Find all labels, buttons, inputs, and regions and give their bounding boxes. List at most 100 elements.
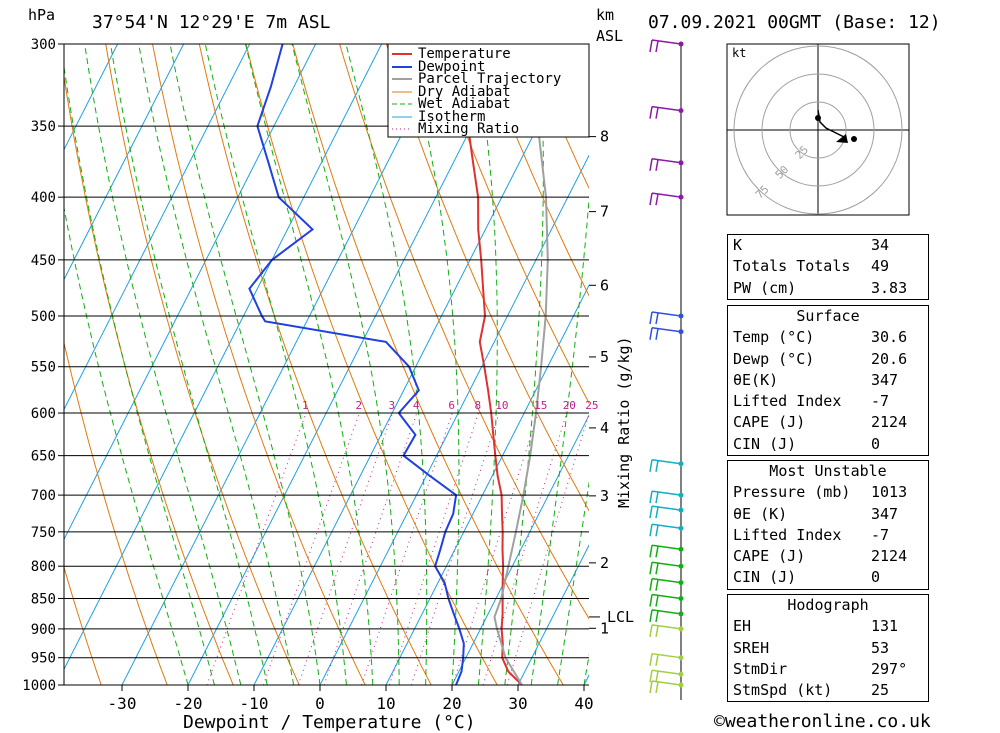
mu-li-label: Lifted Index <box>733 525 842 544</box>
stmdir-label: StmDir <box>733 659 788 678</box>
wind-barb-staff <box>651 459 682 465</box>
eh-label: EH <box>733 617 752 636</box>
wind-barb-flag <box>649 670 653 683</box>
surface-title: Surface <box>796 307 860 325</box>
surface-table: Surface Temp (°C) 30.6 Dewp (°C) 20.6 θE(K… <box>727 305 929 457</box>
x-tick-label: 40 <box>574 694 593 713</box>
wind-barb-staff <box>651 505 682 511</box>
indices-table: K 34 Totals Totals 49 PW (cm) 3.83 <box>727 234 929 300</box>
wind-barb-flag <box>649 193 653 206</box>
pw-label: PW (cm) <box>733 278 797 297</box>
wind-barb-staff <box>651 680 682 686</box>
mixing-ratio-line <box>482 412 568 685</box>
isotherm-line <box>64 44 383 671</box>
pressure-tick-label: 800 <box>31 559 56 575</box>
totals-totals-value: 49 <box>871 257 890 276</box>
wind-barb-flag <box>649 158 653 171</box>
wind-barb-flag <box>649 680 653 694</box>
mu-cape-label: CAPE (J) <box>733 547 806 566</box>
surface-cape-value: 2124 <box>871 413 908 432</box>
lcl-label: LCL <box>607 608 634 626</box>
hodograph-point <box>815 115 821 121</box>
hodograph-unit-label: kt <box>732 46 746 60</box>
wind-barb-flag <box>649 106 653 119</box>
mixing-ratio-label: 8 <box>474 399 481 412</box>
legend: Temperature Dewpoint Parcel Trajectory D… <box>387 43 590 138</box>
mixing-ratio-label: 15 <box>534 399 547 412</box>
pressure-tick-label: 900 <box>31 622 56 638</box>
wind-barb-staff <box>651 652 682 659</box>
surface-theta-label: θE(K) <box>733 370 779 389</box>
pressure-tick-label: 500 <box>31 309 56 325</box>
mixing-ratio-label: 6 <box>448 399 455 412</box>
pressure-tick-label: 450 <box>31 253 56 269</box>
pressure-tick-label: 750 <box>31 525 56 541</box>
km-tick-label: 6 <box>600 276 609 294</box>
mixing-ratio-line <box>506 412 589 685</box>
series-parcel-trajectory <box>493 44 549 685</box>
mixing-ratio-label: 2 <box>355 399 362 412</box>
x-tick-label: 10 <box>376 694 395 713</box>
dry-adiabat-line <box>64 565 102 685</box>
wind-barb-flag <box>649 311 653 325</box>
surface-li-label: Lifted Index <box>733 392 842 411</box>
wind-barb-staff <box>651 326 682 333</box>
hodograph-table: Hodograph EH 131 SREH 53 StmDir 297° StmSpd… <box>727 594 929 703</box>
wind-barb-flag <box>655 460 659 472</box>
pressure-tick-label: 550 <box>31 360 56 376</box>
km-tick-label: 2 <box>600 554 609 572</box>
wind-barb-flag <box>649 594 653 607</box>
location-title: 37°54'N 12°29'E 7m ASL <box>92 12 331 33</box>
wind-barb-flag <box>655 107 659 119</box>
mixing-ratio-axis-title: Mixing Ratio (g/kg) <box>615 336 633 508</box>
km-unit-label: km <box>596 6 614 24</box>
x-tick-label: 30 <box>508 694 527 713</box>
wind-barb-flag <box>649 524 653 537</box>
wind-barb-staff <box>651 577 682 584</box>
mixing-ratio-label: 1 <box>302 399 309 412</box>
wet-adiabat-line <box>110 44 268 685</box>
stmspd-value: 25 <box>871 681 890 700</box>
wind-barb-staff <box>651 609 682 615</box>
hodograph-title: Hodograph <box>787 596 869 614</box>
wind-barb-staff <box>651 561 682 567</box>
x-tick-label: -10 <box>240 694 269 713</box>
wind-barb-flag <box>655 681 659 694</box>
most-unstable-title: Most Unstable <box>769 462 887 480</box>
mixing-ratio-line <box>388 412 479 685</box>
wind-barb-staff <box>651 158 682 164</box>
pw-value: 3.83 <box>871 278 908 297</box>
dry-adiabat-line <box>292 44 564 685</box>
wind-barb-staff <box>651 544 682 551</box>
wet-adiabat-line <box>291 44 400 685</box>
pressure-tick-label: 950 <box>31 651 56 667</box>
pressure-tick-label: 650 <box>31 449 56 465</box>
km-tick-label: 3 <box>600 487 609 505</box>
wind-barb-flag <box>655 506 659 519</box>
surface-temp-label: Temp (°C) <box>733 328 815 347</box>
wind-barb-flag <box>655 525 659 537</box>
mixing-ratio-label: 25 <box>585 399 598 412</box>
wet-adiabat-line <box>406 44 460 685</box>
credit-text: ©weatheronline.co.uk <box>714 711 931 732</box>
wet-adiabat-line <box>64 205 189 685</box>
surface-li-value: -7 <box>871 392 890 411</box>
mu-pressure-value: 1013 <box>871 483 908 502</box>
chart-axes: 1 2 3 4 6 8 10 15 20 2530035040045050055060065070… <box>22 37 634 713</box>
wet-adiabat-line <box>64 64 215 685</box>
legend-item-mixing-ratio: Mixing Ratio <box>418 121 519 137</box>
wind-barb-flag <box>655 328 659 340</box>
mu-cin-label: CIN (J) <box>733 568 797 587</box>
wind-barb-flag <box>655 312 659 325</box>
isotherm-line <box>64 44 251 411</box>
pressure-tick-label: 400 <box>31 190 56 206</box>
wet-adiabat-line <box>204 44 347 685</box>
mixing-ratio-label: 3 <box>389 399 396 412</box>
wind-barb-flag <box>655 579 659 591</box>
wind-barb-flag <box>649 505 653 519</box>
wind-barb-flag <box>655 563 659 575</box>
dry-adiabat-line <box>245 44 498 685</box>
asl-unit-label: ASL <box>596 27 623 45</box>
